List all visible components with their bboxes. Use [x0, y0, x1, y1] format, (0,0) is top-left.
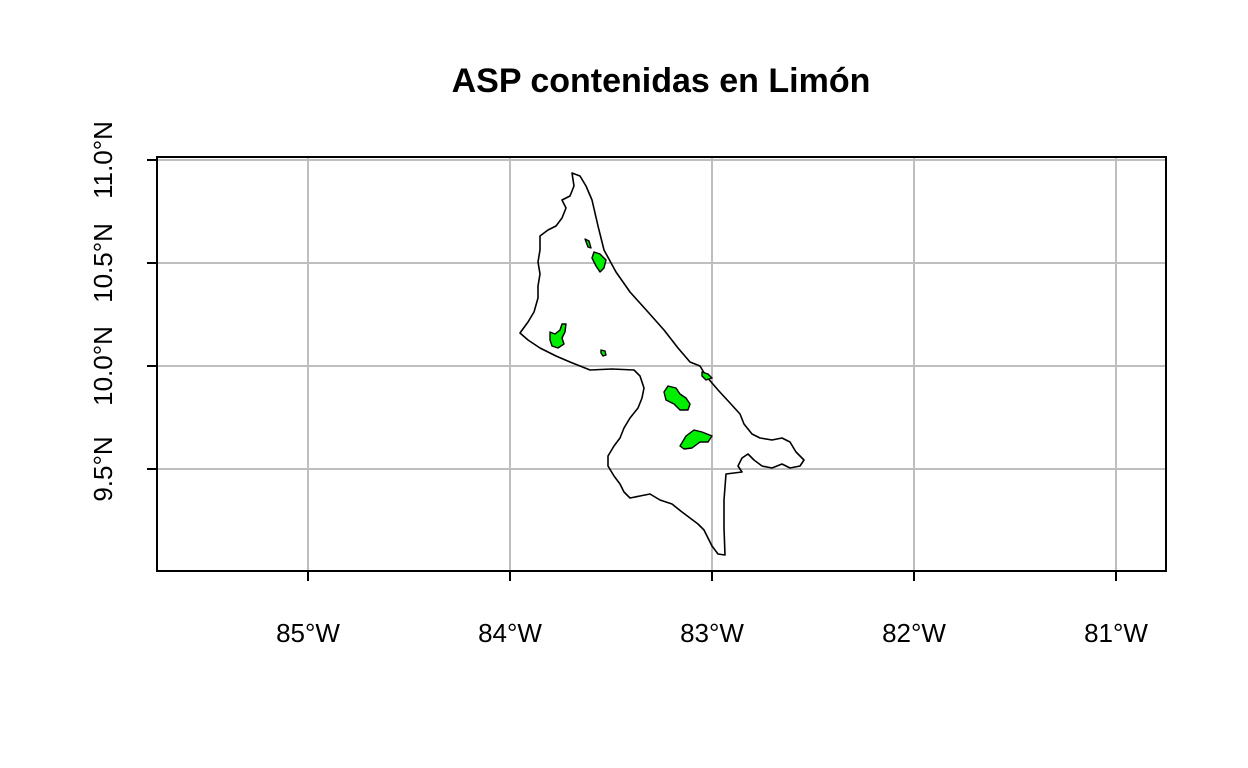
y-tick-label: 10.0°N: [88, 326, 118, 406]
y-tick-label: 10.5°N: [88, 223, 118, 303]
y-axis: [147, 159, 157, 470]
x-axis-labels: 85°W 84°W 83°W 82°W 81°W: [276, 618, 1148, 648]
map-title: ASP contenidas en Limón: [452, 62, 871, 100]
x-tick-label: 83°W: [680, 618, 744, 648]
plot-frame: [156, 156, 1167, 572]
graticule: [157, 157, 1166, 571]
protected-area-small-island: [600, 349, 607, 357]
protected-areas: [549, 238, 713, 450]
limon-province-boundary: [519, 172, 805, 556]
protected-area-west: [549, 323, 567, 349]
protected-area-south: [679, 429, 713, 450]
y-axis-labels: 9.5°N 10.0°N 10.5°N 11.0°N: [88, 121, 118, 502]
protected-area-coast-small: [701, 371, 713, 381]
x-tick-label: 82°W: [882, 618, 946, 648]
protected-area-central: [663, 385, 691, 411]
y-tick-label: 9.5°N: [88, 436, 118, 501]
protected-area-tortuguero-north: [591, 251, 607, 273]
x-tick-label: 81°W: [1084, 618, 1148, 648]
x-tick-label: 84°W: [478, 618, 542, 648]
y-tick-label: 11.0°N: [88, 121, 118, 199]
protected-area-tortuguero-sliver: [584, 238, 592, 249]
x-tick-label: 85°W: [276, 618, 340, 648]
x-axis: [307, 571, 1117, 581]
